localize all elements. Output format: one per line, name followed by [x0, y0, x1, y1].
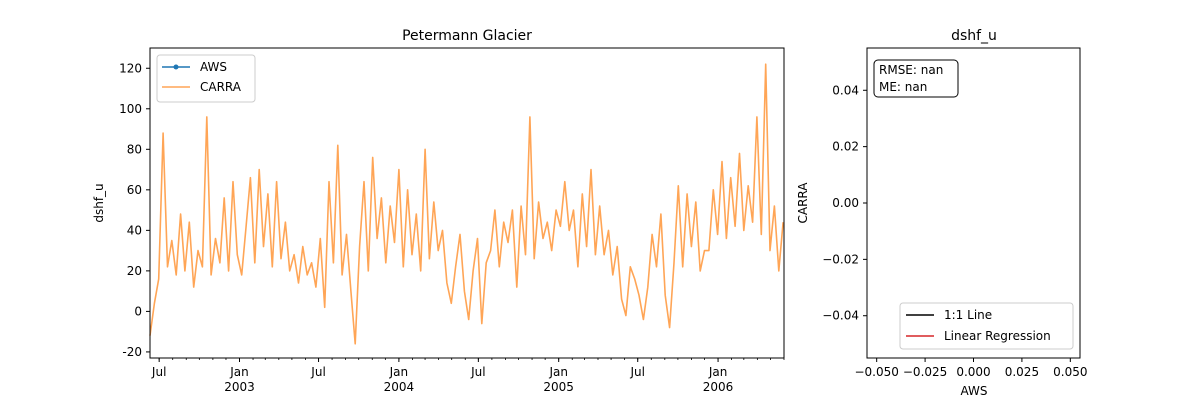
scatter-x-axis-label: AWS [960, 384, 987, 398]
scatter-x-axis: −0.050 −0.025 0.000 0.025 0.050 [854, 358, 1087, 379]
legend-regression-label: Linear Regression [944, 329, 1051, 343]
scatter-y-tick-label: 0.00 [832, 196, 859, 210]
stats-box: RMSE: nan ME: nan [873, 59, 959, 98]
scatter-y-axis-label: CARRA [796, 182, 810, 224]
timeseries-panel: Petermann Glacier -20 0 20 40 60 80 100 120 Jul… [92, 28, 785, 394]
legend-aws-marker [173, 64, 179, 70]
scatter-panel: dshf_u −0.04−0.020.000.020.04 −0.050 −0.0… [796, 28, 1087, 398]
stats-box-frame [873, 59, 959, 98]
timeseries-legend: AWS CARRA [156, 54, 256, 103]
stats-rmse: RMSE: nan [879, 63, 943, 77]
scatter-x-tick-label: 0.025 [1005, 365, 1039, 379]
scatter-x-tick-label: −0.025 [903, 365, 947, 379]
x-tick-year-label: 2003 [224, 380, 255, 394]
stats-me: ME: nan [879, 80, 927, 94]
x-tick-label: Jul [310, 365, 325, 379]
y-tick-label: 20 [127, 264, 142, 278]
x-tick-label: Jul [470, 365, 485, 379]
y-tick-label: 0 [134, 304, 142, 318]
x-tick-label: Jan [229, 365, 249, 379]
x-tick-year-label: 2005 [543, 380, 574, 394]
scatter-legend: 1:1 Line Linear Regression [899, 302, 1074, 350]
y-tick-label: -20 [122, 345, 142, 359]
scatter-y-tick-label: 0.04 [832, 83, 859, 97]
x-tick-label: Jan [389, 365, 409, 379]
legend-aws-label: AWS [200, 60, 227, 74]
legend-carra-label: CARRA [200, 80, 242, 94]
x-tick-label: Jul [629, 365, 644, 379]
scatter-title: dshf_u [951, 28, 997, 44]
timeseries-y-axis: -20 0 20 40 60 80 100 120 [119, 61, 150, 359]
carra-series-line [149, 63, 784, 345]
x-tick-label: Jul [151, 365, 166, 379]
x-tick-year-label: 2004 [384, 380, 415, 394]
scatter-y-tick-label: −0.04 [822, 309, 859, 323]
y-tick-label: 60 [127, 183, 142, 197]
legend-one-to-one-label: 1:1 Line [944, 308, 992, 322]
x-tick-label: Jan [548, 365, 568, 379]
y-tick-label: 120 [119, 61, 142, 75]
y-tick-label: 100 [119, 102, 142, 116]
timeseries-plot-area [149, 63, 784, 345]
scatter-y-tick-label: −0.02 [822, 252, 859, 266]
scatter-legend-box [899, 302, 1074, 350]
x-tick-label: Jan [708, 365, 728, 379]
timeseries-axes-frame [149, 47, 785, 359]
scatter-x-tick-label: 0.000 [956, 365, 990, 379]
scatter-x-tick-label: −0.050 [854, 365, 898, 379]
scatter-y-axis: −0.04 −0.02 0.00 0.02 0.04 [822, 83, 867, 323]
timeseries-y-axis-label: dshf_u [92, 183, 106, 222]
x-tick-year-label: 2006 [703, 380, 734, 394]
y-tick-label: 40 [127, 223, 142, 237]
timeseries-title: Petermann Glacier [402, 28, 532, 44]
y-tick-label: 80 [127, 142, 142, 156]
scatter-y-tick-label: 0.02 [832, 140, 859, 154]
scatter-x-tick-label: 0.050 [1053, 365, 1087, 379]
